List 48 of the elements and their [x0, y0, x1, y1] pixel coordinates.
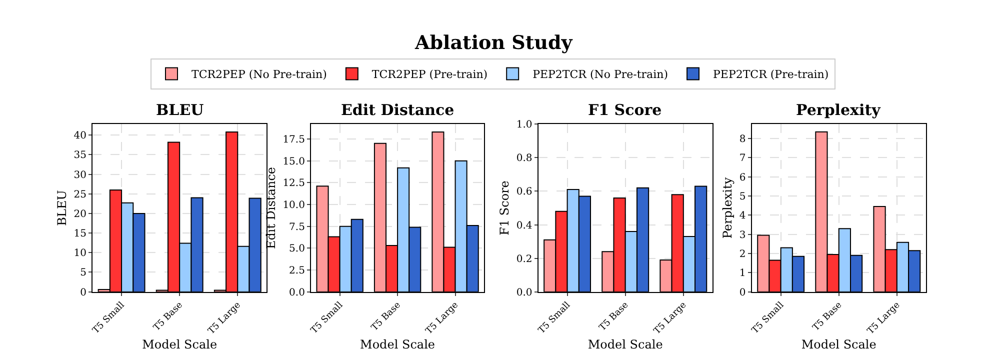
- legend-label: PEP2TCR (No Pre-train): [532, 68, 668, 82]
- text: Ablation Study: [414, 32, 574, 54]
- y-tick-label: 15.0: [282, 156, 305, 168]
- legend-label: TCR2PEP (No Pre-train): [192, 68, 327, 82]
- y-tick-label: 10.0: [282, 200, 305, 211]
- y-tick-label: 20: [74, 208, 87, 220]
- chart-title: Edit Distance: [341, 101, 454, 119]
- y-tick-label: 8: [739, 134, 746, 146]
- y-tick-label: 5.0: [289, 244, 305, 255]
- y-tick-label: 0.4: [516, 220, 532, 232]
- y-tick-label: 0.0: [289, 287, 305, 298]
- y-tick-label: 1.0: [516, 120, 532, 131]
- y-tick-label: 30: [74, 170, 87, 181]
- y-axis-title: F1 Score: [498, 180, 512, 236]
- y-tick-label: 3: [739, 230, 746, 241]
- chart-title: BLEU: [156, 101, 204, 119]
- y-tick-label: 0.2: [516, 254, 532, 265]
- y-tick-label: 2: [739, 249, 746, 260]
- y-tick-label: 2.5: [289, 265, 305, 276]
- chart-title: Perplexity: [796, 101, 882, 119]
- y-tick-label: 40: [74, 130, 87, 142]
- y-axis-title: Perplexity: [720, 177, 735, 239]
- y-tick-label: 12.5: [282, 178, 305, 190]
- y-tick-label: 5: [80, 268, 87, 279]
- y-tick-label: 0.0: [516, 287, 532, 298]
- y-tick-label: 6: [739, 172, 746, 184]
- x-axis-title: Model Scale: [142, 338, 218, 352]
- y-tick-label: 4: [739, 210, 746, 222]
- y-tick-label: 0: [739, 287, 746, 298]
- y-tick-label: 17.5: [282, 134, 305, 146]
- y-tick-label: 25: [74, 189, 87, 200]
- y-tick-label: 0.8: [516, 153, 532, 164]
- y-tick-label: 10: [74, 248, 87, 260]
- y-tick-label: 1: [739, 268, 746, 280]
- y-tick-label: 35: [74, 150, 87, 162]
- y-tick-label: 5: [739, 192, 746, 203]
- y-tick-label: 7.5: [289, 222, 305, 233]
- legend-label: PEP2TCR (Pre-train): [713, 68, 829, 82]
- chart-title: F1 Score: [588, 101, 662, 119]
- y-tick-label: 15: [74, 228, 87, 240]
- y-axis-title: BLEU: [55, 190, 70, 226]
- x-axis-title: Model Scale: [588, 338, 663, 352]
- y-tick-label: 0: [80, 287, 87, 298]
- y-tick-label: 7: [739, 153, 746, 164]
- x-axis-title: Model Scale: [801, 338, 876, 352]
- x-axis-title: Model Scale: [360, 338, 436, 352]
- y-tick-label: 0.6: [516, 186, 532, 198]
- legend-label: TCR2PEP (Pre-train): [372, 68, 488, 82]
